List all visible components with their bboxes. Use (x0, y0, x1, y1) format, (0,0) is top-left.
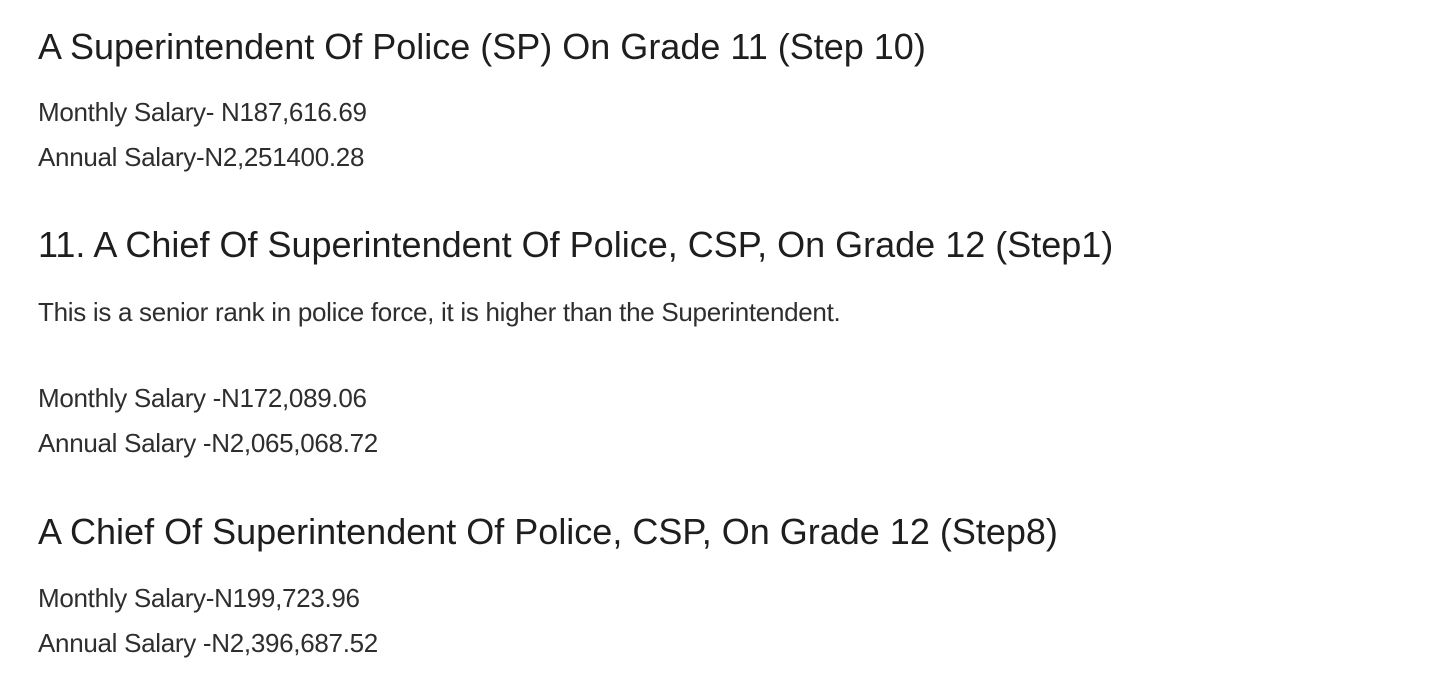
annual-salary: Annual Salary -N2,065,068.72 (38, 428, 378, 458)
annual-salary: Annual Salary-N2,251400.28 (38, 142, 365, 172)
monthly-salary: Monthly Salary -N172,089.06 (38, 383, 367, 413)
section-description: This is a senior rank in police force, i… (38, 297, 841, 327)
section-heading: A Chief Of Superintendent Of Police, CSP… (38, 511, 1058, 552)
section-heading: A Superintendent Of Police (SP) On Grade… (38, 26, 926, 67)
annual-salary: Annual Salary -N2,396,687.52 (38, 628, 378, 658)
monthly-salary: Monthly Salary-N199,723.96 (38, 583, 360, 613)
monthly-salary: Monthly Salary- N187,616.69 (38, 97, 367, 127)
section-heading: 11. A Chief Of Superintendent Of Police,… (38, 224, 1114, 265)
